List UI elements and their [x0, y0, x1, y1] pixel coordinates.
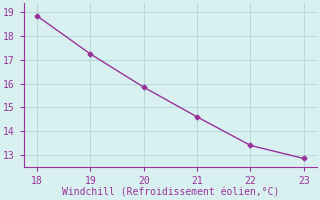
X-axis label: Windchill (Refroidissement éolien,°C): Windchill (Refroidissement éolien,°C) [62, 187, 279, 197]
